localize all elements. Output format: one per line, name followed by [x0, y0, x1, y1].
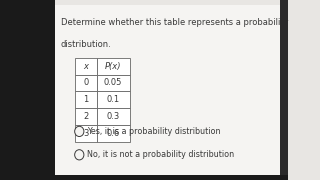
- Text: distribution.: distribution.: [60, 40, 111, 49]
- Text: 3: 3: [83, 129, 88, 138]
- Bar: [97, 125, 130, 142]
- Bar: [0, 0, 55, 180]
- Bar: [75, 91, 97, 108]
- Bar: [280, 0, 288, 180]
- Bar: [97, 75, 130, 91]
- Bar: [75, 125, 97, 142]
- Text: Yes, it is a probability distribution: Yes, it is a probability distribution: [87, 127, 221, 136]
- Text: 0.3: 0.3: [107, 112, 120, 121]
- Bar: [75, 108, 97, 125]
- Text: 0.6: 0.6: [107, 129, 120, 138]
- Text: P(x): P(x): [105, 62, 121, 71]
- Bar: [0, 175, 288, 180]
- Bar: [75, 58, 97, 75]
- Bar: [97, 91, 130, 108]
- Text: No, it is not a probability distribution: No, it is not a probability distribution: [87, 150, 235, 159]
- Bar: [97, 58, 130, 75]
- Text: 0.05: 0.05: [104, 78, 122, 87]
- Ellipse shape: [75, 126, 84, 136]
- Bar: [55, 5, 280, 175]
- Text: 2: 2: [83, 112, 88, 121]
- Bar: [75, 75, 97, 91]
- Text: Determine whether this table represents a probability: Determine whether this table represents …: [60, 18, 288, 27]
- Ellipse shape: [75, 150, 84, 160]
- Text: 1: 1: [83, 95, 88, 104]
- Text: 0.1: 0.1: [107, 95, 120, 104]
- Text: x: x: [83, 62, 88, 71]
- Bar: [97, 108, 130, 125]
- Text: 0: 0: [83, 78, 88, 87]
